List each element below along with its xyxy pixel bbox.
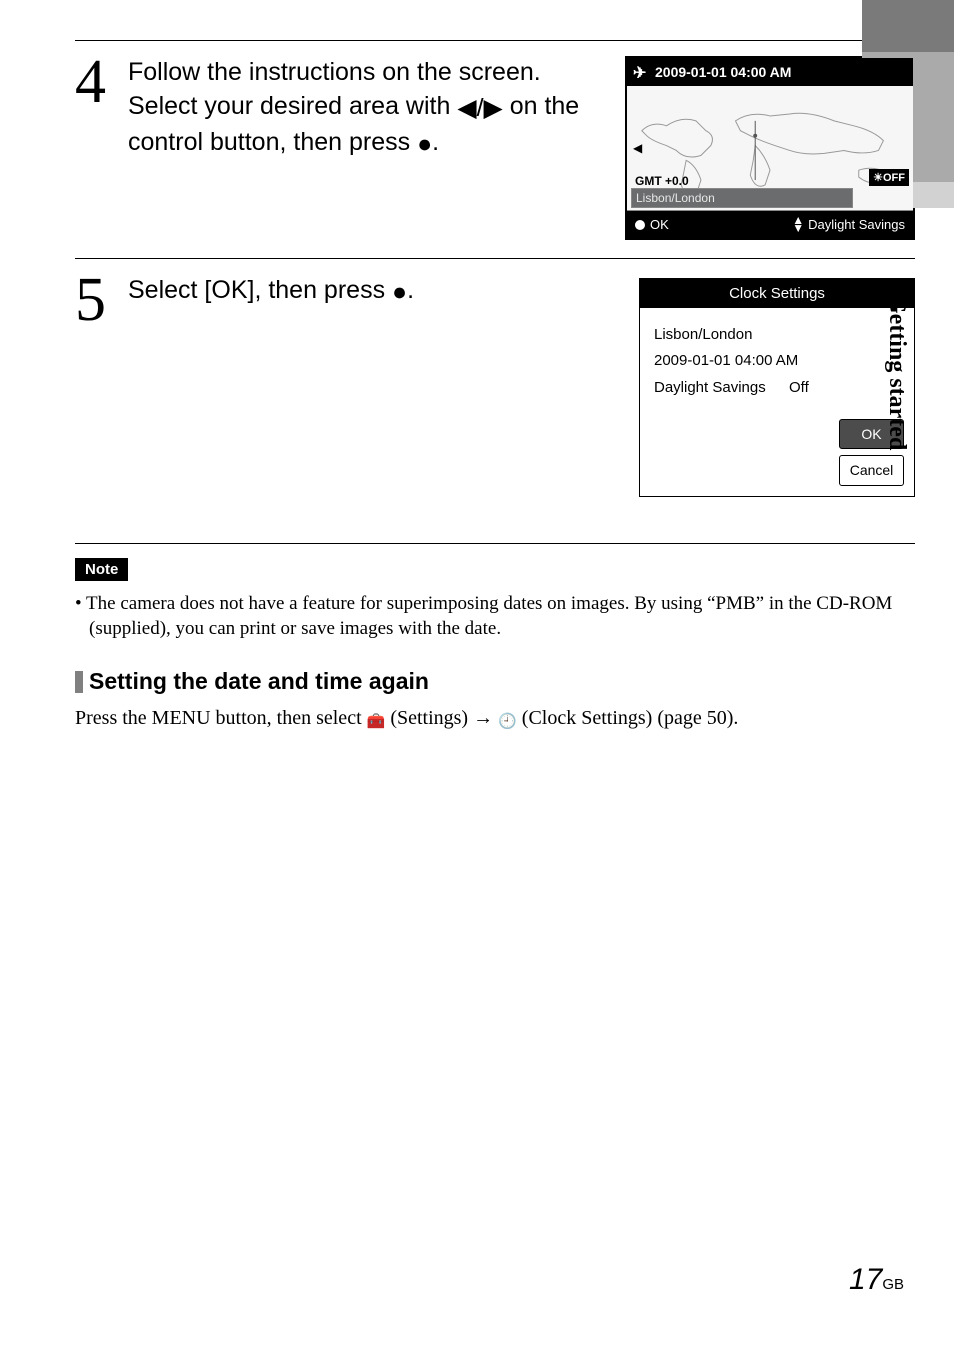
step-4-text: Follow the instructions on the screen. S… (128, 56, 610, 240)
clock-icon: 🕘 (498, 712, 517, 731)
figure-clock-settings-dialog: Clock Settings Lisbon/London 2009-01-01 … (639, 274, 915, 497)
timezone-city: Lisbon/London (631, 188, 853, 208)
note-block: Note • The camera does not have a featur… (75, 543, 915, 642)
step-5-text-b: . (407, 276, 414, 304)
ok-dot-icon (635, 220, 645, 230)
dst-off-badge: ☀OFF (869, 169, 909, 186)
menu-line-c: (Clock Settings) (page 50). (517, 707, 739, 729)
timezone-header: ✈ 2009-01-01 04:00 AM (627, 58, 913, 86)
page-number: 17GB (849, 1263, 904, 1297)
timezone-daylight-label: Daylight Savings (808, 217, 905, 232)
clock-settings-city: Lisbon/London (654, 322, 904, 348)
note-tag: Note (75, 558, 128, 581)
menu-instruction: Press the MENU button, then select 🧰 (Se… (75, 707, 915, 731)
timezone-ok-label: OK (650, 217, 669, 232)
menu-line-b: (Settings) (385, 707, 473, 729)
dst-off-text: OFF (883, 172, 905, 184)
subheading-text: Setting the date and time again (89, 668, 429, 695)
step-number: 5 (75, 274, 113, 497)
center-button-icon: ● (417, 128, 432, 162)
timezone-datetime: 2009-01-01 04:00 AM (655, 64, 791, 80)
settings-icon: 🧰 (367, 712, 386, 731)
subhead-bar-icon (75, 671, 83, 693)
arrow-icon: → (473, 707, 493, 729)
step-4: 4 Follow the instructions on the screen.… (75, 40, 915, 258)
updown-arrow-icon: ▲▼ (792, 217, 804, 231)
page-number-value: 17 (849, 1263, 882, 1296)
clock-settings-dst-value: Off (789, 375, 809, 401)
step-number: 4 (75, 56, 113, 240)
section-tab: Getting started (883, 295, 910, 450)
note-text: • The camera does not have a feature for… (75, 591, 915, 642)
clock-settings-title: Clock Settings (640, 279, 914, 308)
subheading: Setting the date and time again (75, 668, 915, 695)
menu-line-a: Press the MENU button, then select (75, 707, 367, 729)
step-5: 5 Select [OK], then press ●. Clock Setti… (75, 258, 915, 515)
center-button-icon: ● (392, 276, 407, 310)
timezone-footer: OK ▲▼ Daylight Savings (627, 211, 913, 238)
gmt-offset: GMT +0.0 (635, 174, 689, 188)
page-number-suffix: GB (882, 1276, 904, 1293)
step-4-text-c: . (432, 128, 439, 156)
figure-timezone-screen: ✈ 2009-01-01 04:00 AM ◀ GMT +0.0 (625, 56, 915, 240)
left-right-arrow-icon: ◀/▶ (457, 92, 502, 126)
step-5-text: Select [OK], then press ●. (128, 274, 624, 497)
step-5-text-a: Select [OK], then press (128, 276, 392, 304)
cancel-button[interactable]: Cancel (839, 455, 904, 486)
world-map: ◀ GMT +0.0 ☀OFF Lisbon/London (627, 86, 913, 211)
airplane-icon: ✈ (633, 63, 646, 83)
map-arrow-left-icon: ◀ (633, 141, 642, 155)
clock-settings-datetime: 2009-01-01 04:00 AM (654, 348, 904, 374)
clock-settings-dst-label: Daylight Savings (654, 375, 789, 401)
